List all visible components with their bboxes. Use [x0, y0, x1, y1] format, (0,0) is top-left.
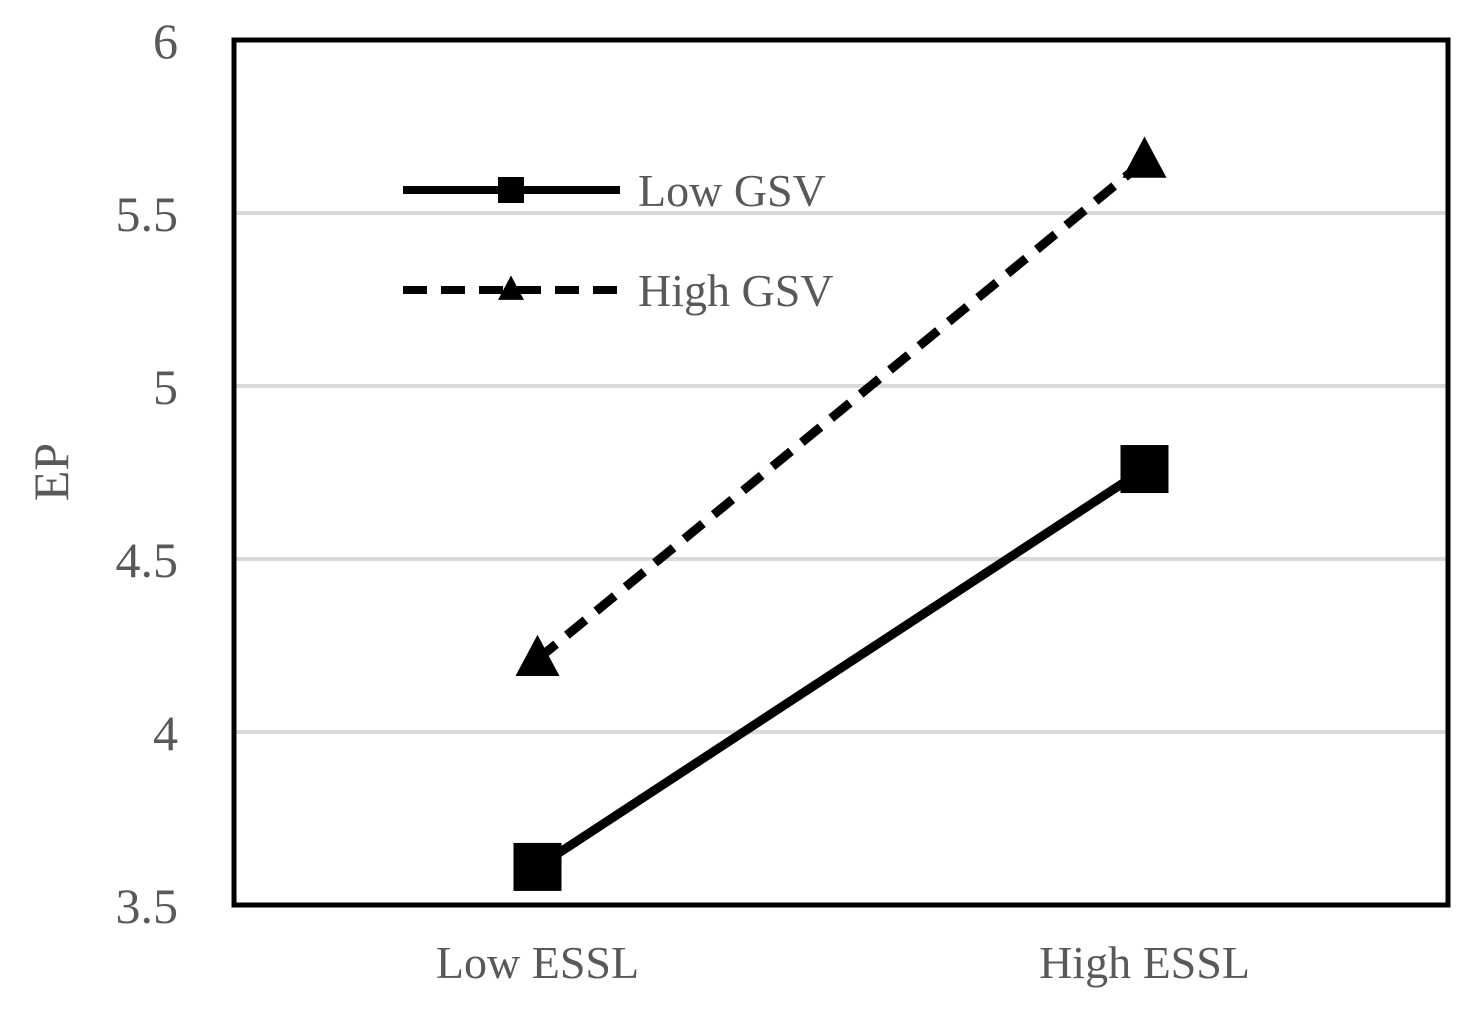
series-layer	[513, 136, 1169, 891]
y-tick-label: 4	[153, 705, 178, 761]
legend-item: Low GSV	[403, 165, 826, 216]
legend-label: High GSV	[638, 265, 834, 316]
legend-marker	[498, 177, 524, 203]
y-tick-label: 6	[153, 13, 178, 69]
y-tick-label: 5	[153, 359, 178, 415]
legend-marker	[498, 275, 524, 300]
y-axis-tick-labels: 3.5 4 4.5 5 5.5 6	[116, 13, 179, 934]
data-point-marker	[515, 634, 560, 676]
data-point-marker	[513, 842, 562, 891]
series-line	[534, 157, 1148, 663]
legend: Low GSV High GSV	[403, 165, 834, 316]
data-point-marker	[1120, 445, 1169, 494]
legend-item: High GSV	[403, 265, 834, 316]
series-line	[535, 465, 1147, 871]
x-tick-label: Low ESSL	[436, 937, 639, 988]
x-axis-tick-labels: Low ESSL High ESSL	[436, 937, 1250, 988]
y-tick-label: 4.5	[116, 532, 179, 588]
series-low-gsv	[513, 445, 1169, 891]
x-tick-label: High ESSL	[1039, 937, 1250, 988]
data-point-marker	[1122, 136, 1167, 178]
y-tick-label: 5.5	[116, 186, 179, 242]
gridlines	[234, 211, 1448, 734]
series-high-gsv	[515, 136, 1167, 676]
legend-label: Low GSV	[638, 165, 826, 216]
plot-frame	[231, 37, 1451, 908]
y-axis-label: EP	[23, 443, 79, 501]
y-tick-label: 3.5	[116, 878, 179, 934]
